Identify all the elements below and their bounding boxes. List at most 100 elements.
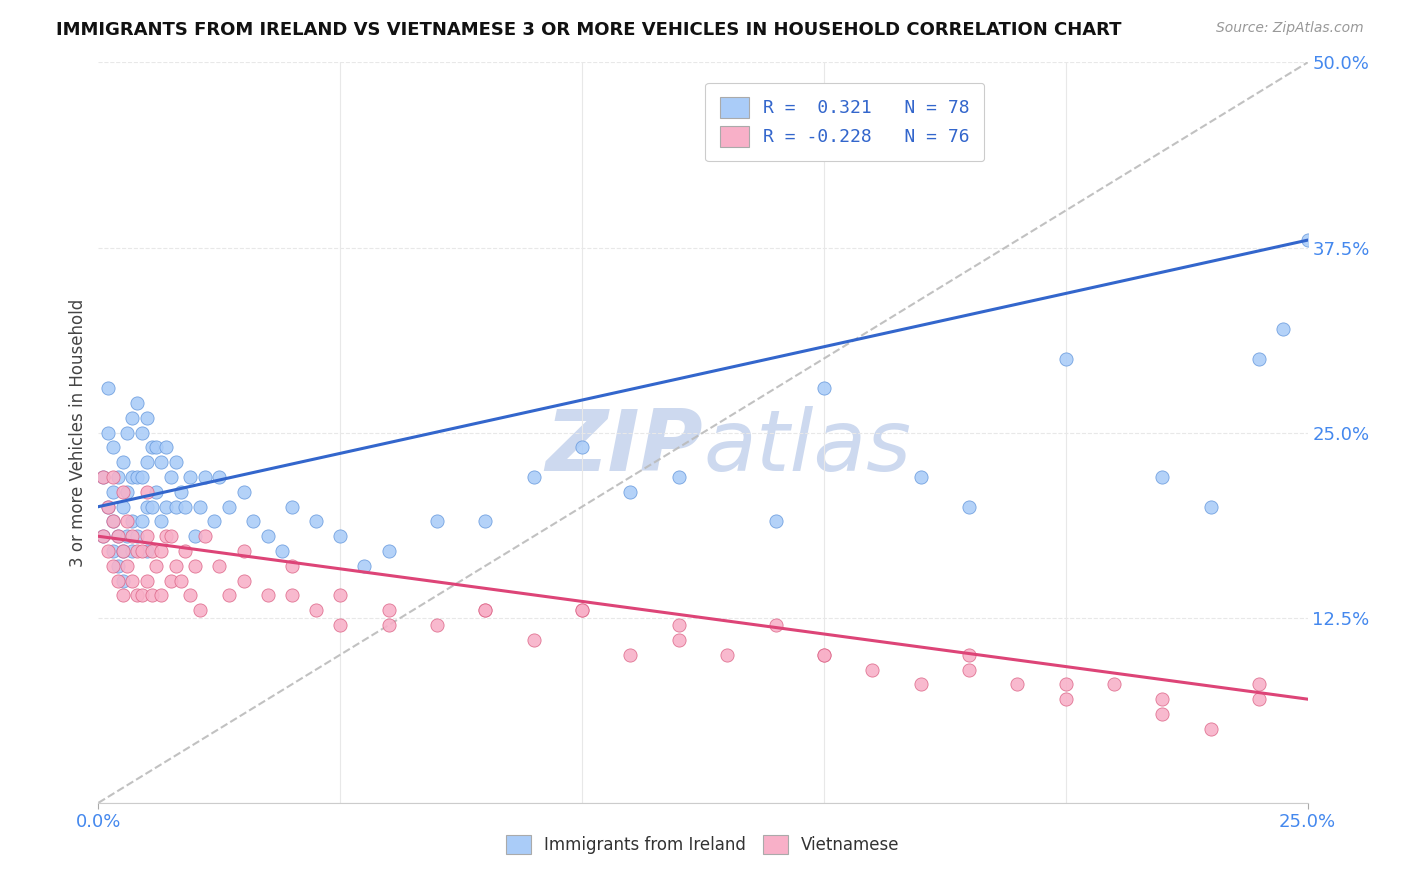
Point [1199, 722, 1222, 736]
Point [232, 574, 254, 588]
Point [188, 603, 211, 617]
Point [150, 544, 173, 558]
Text: Source: ZipAtlas.com: Source: ZipAtlas.com [1216, 21, 1364, 35]
Point [111, 544, 134, 558]
Point [716, 648, 738, 662]
Point [131, 515, 153, 529]
Point [135, 410, 157, 425]
Point [127, 396, 149, 410]
Point [174, 544, 197, 558]
Point [127, 529, 149, 543]
Point [121, 529, 143, 543]
Point [765, 618, 787, 632]
Point [232, 544, 254, 558]
Point [377, 618, 399, 632]
Point [523, 632, 546, 647]
Point [150, 589, 173, 603]
Point [107, 574, 129, 588]
Point [127, 589, 149, 603]
Point [97, 381, 120, 395]
Point [1199, 500, 1222, 514]
Point [121, 470, 143, 484]
Point [619, 484, 641, 499]
Point [117, 515, 139, 529]
Point [1007, 677, 1029, 691]
Point [218, 589, 240, 603]
Point [111, 484, 134, 499]
Point [184, 558, 207, 573]
Point [135, 529, 157, 543]
Point [1152, 706, 1174, 721]
Point [131, 589, 153, 603]
Point [155, 441, 177, 455]
Point [353, 558, 375, 573]
Point [1272, 322, 1295, 336]
Point [957, 663, 980, 677]
Point [107, 558, 129, 573]
Point [426, 515, 449, 529]
Point [101, 558, 124, 573]
Point [91, 529, 114, 543]
Point [860, 663, 883, 677]
Point [813, 648, 835, 662]
Point [91, 470, 114, 484]
Point [165, 558, 187, 573]
Point [111, 574, 134, 588]
Point [474, 603, 496, 617]
Point [101, 470, 124, 484]
Point [111, 455, 134, 469]
Point [141, 544, 163, 558]
Point [141, 500, 163, 514]
Point [1152, 470, 1174, 484]
Point [111, 544, 134, 558]
Point [1152, 692, 1174, 706]
Point [281, 589, 304, 603]
Point [305, 603, 328, 617]
Point [179, 470, 201, 484]
Point [281, 558, 304, 573]
Point [91, 529, 114, 543]
Point [97, 544, 120, 558]
Point [813, 381, 835, 395]
Y-axis label: 3 or more Vehicles in Household: 3 or more Vehicles in Household [69, 299, 87, 566]
Point [571, 441, 593, 455]
Point [97, 500, 120, 514]
Point [1102, 677, 1125, 691]
Point [910, 677, 932, 691]
Point [218, 500, 240, 514]
Point [111, 589, 134, 603]
Point [155, 529, 177, 543]
Text: IMMIGRANTS FROM IRELAND VS VIETNAMESE 3 OR MORE VEHICLES IN HOUSEHOLD CORRELATIO: IMMIGRANTS FROM IRELAND VS VIETNAMESE 3 … [56, 21, 1122, 38]
Point [329, 618, 352, 632]
Point [305, 515, 328, 529]
Point [101, 544, 124, 558]
Point [127, 544, 149, 558]
Point [135, 500, 157, 514]
Point [121, 410, 143, 425]
Point [150, 515, 173, 529]
Point [1249, 351, 1271, 366]
Point [117, 529, 139, 543]
Point [232, 484, 254, 499]
Point [179, 589, 201, 603]
Point [135, 574, 157, 588]
Point [668, 632, 690, 647]
Point [910, 470, 932, 484]
Point [474, 603, 496, 617]
Point [111, 500, 134, 514]
Point [1054, 677, 1077, 691]
Point [131, 544, 153, 558]
Legend: Immigrants from Ireland, Vietnamese: Immigrants from Ireland, Vietnamese [499, 829, 907, 861]
Point [145, 558, 167, 573]
Point [101, 515, 124, 529]
Point [329, 589, 352, 603]
Point [135, 455, 157, 469]
Point [174, 500, 197, 514]
Point [1054, 692, 1077, 706]
Point [1249, 692, 1271, 706]
Point [135, 544, 157, 558]
Point [208, 558, 231, 573]
Point [107, 529, 129, 543]
Point [165, 500, 187, 514]
Point [160, 470, 183, 484]
